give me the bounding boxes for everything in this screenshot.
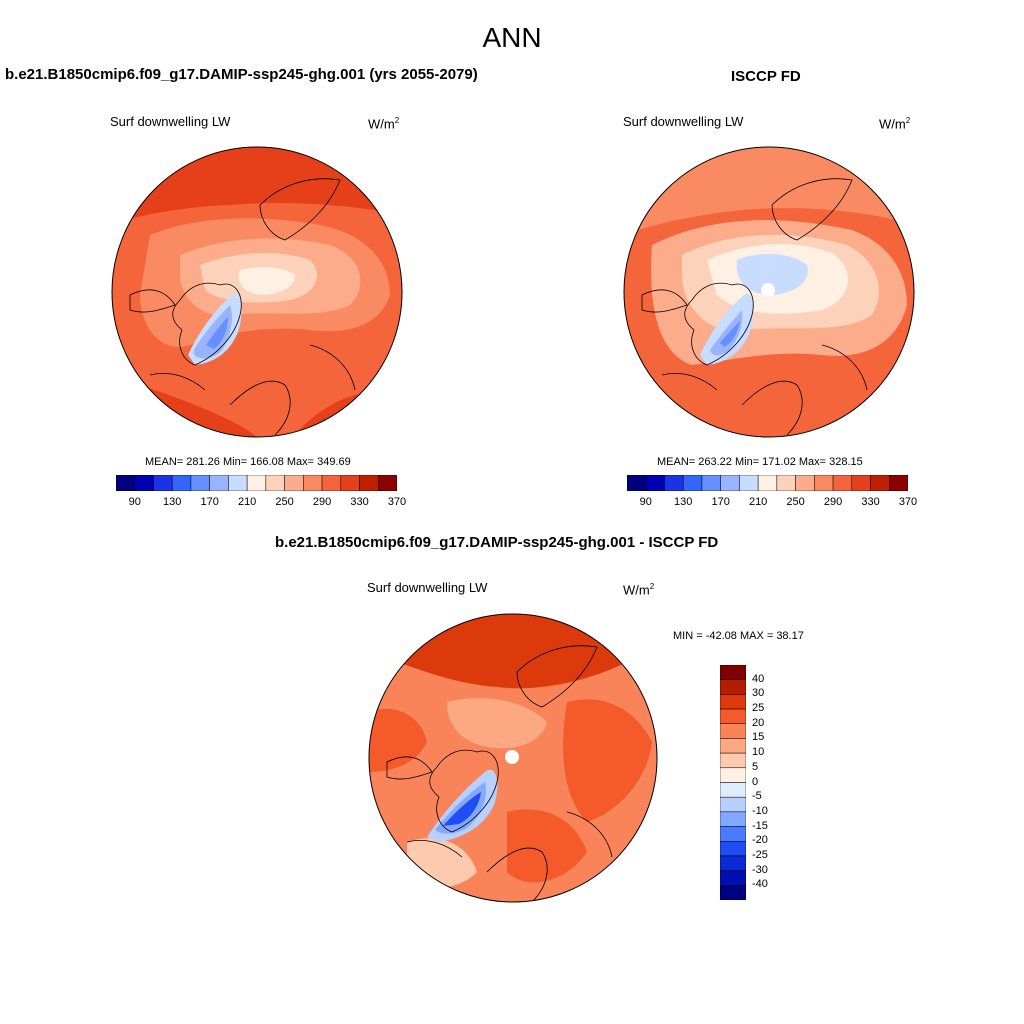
colorbar-swatch	[720, 855, 746, 871]
colorbar-swatch	[720, 782, 746, 798]
colorbar-tick-label: 290	[312, 496, 332, 508]
colorbar-tick-label: 130	[674, 496, 693, 508]
colorbar-swatch	[870, 475, 890, 491]
colorbar-swatch	[228, 475, 248, 491]
colorbar-swatch	[627, 475, 646, 491]
colorbar-swatch	[209, 475, 229, 491]
colorbar-tick-label: -20	[752, 834, 768, 847]
colorbar-tick-label: 0	[752, 775, 759, 788]
colorbar-tick-label: 170	[711, 496, 730, 508]
colorbar-tick-label: 250	[275, 496, 294, 508]
colorbar-swatch	[720, 841, 746, 857]
colorbar-tick-label: -30	[752, 863, 768, 876]
colorbar-swatch	[757, 475, 778, 491]
colorbar-tick-label: 30	[752, 687, 765, 700]
colorbar-tick-label: -40	[752, 878, 768, 891]
colorbar-tick-label: 250	[786, 496, 805, 508]
colorbar-swatch	[682, 475, 703, 491]
colorbar-swatch	[851, 475, 871, 491]
colorbar-tick-label: -15	[752, 819, 768, 832]
colorbar-tick-label: 330	[350, 496, 369, 508]
colorbar-swatch	[832, 475, 853, 491]
colorbar-swatch	[739, 475, 759, 491]
colorbar-swatch	[116, 475, 135, 491]
colorbar-tick-label: -5	[752, 790, 762, 803]
colorbar-swatch	[359, 475, 379, 491]
colorbar-tick-label: 210	[748, 496, 768, 508]
colorbar-tick-label: 25	[752, 702, 765, 715]
colorbar-tick-label: 15	[752, 731, 765, 744]
colorbar-difference	[720, 665, 746, 900]
panel-2-variable: Surf downwelling LW	[623, 114, 744, 129]
map-difference-polar	[368, 613, 658, 903]
colorbar-swatch	[720, 738, 746, 754]
colorbar-swatch	[720, 723, 746, 739]
panel-2-title: ISCCP FD	[731, 68, 801, 85]
colorbar-swatch	[814, 475, 834, 491]
colorbar-tick-label: -25	[752, 848, 768, 861]
colorbar-swatch	[303, 475, 323, 491]
colorbar-tick-label: 10	[752, 746, 765, 759]
panel-3-variable: Surf downwelling LW	[367, 580, 488, 595]
colorbar-swatch	[171, 475, 192, 491]
map-model-polar	[111, 146, 403, 438]
colorbar-tick-label: 370	[898, 496, 918, 508]
map-observations-polar	[623, 146, 915, 438]
colorbar-swatch	[190, 475, 210, 491]
colorbar-swatch	[246, 475, 267, 491]
colorbar-swatch	[720, 826, 746, 842]
colorbar-swatch	[720, 885, 746, 900]
colorbar-swatch	[153, 475, 173, 491]
page-title: ANN	[482, 22, 542, 53]
colorbar-swatch	[720, 870, 746, 886]
colorbar-swatch	[720, 475, 740, 491]
panel-1-title: b.e21.B1850cmip6.f09_g17.DAMIP-ssp245-gh…	[5, 66, 478, 83]
colorbar-tick-label: 20	[752, 716, 765, 729]
panel-3-title: b.e21.B1850cmip6.f09_g17.DAMIP-ssp245-gh…	[275, 534, 719, 551]
panel-1-units: W/m2	[368, 116, 400, 132]
colorbar-swatch	[701, 475, 721, 491]
colorbar-swatch	[378, 475, 397, 491]
colorbar-swatch	[720, 694, 746, 710]
panel-1-variable: Surf downwelling LW	[110, 114, 231, 129]
colorbar-swatch	[889, 475, 908, 491]
colorbar-tick-label: 370	[387, 496, 407, 508]
colorbar-tick-label: 90	[128, 496, 141, 508]
colorbar-swatch	[645, 475, 665, 491]
colorbar-tick-label: 90	[639, 496, 652, 508]
colorbar-swatch	[720, 679, 746, 695]
colorbar-swatch	[776, 475, 796, 491]
colorbar-tick-label: 290	[823, 496, 843, 508]
colorbar-swatch	[284, 475, 304, 491]
colorbar-tick-label: -10	[752, 804, 768, 817]
colorbar-swatch	[720, 708, 746, 724]
panel-2-stats: MEAN= 263.22 Min= 171.02 Max= 328.15	[657, 456, 863, 468]
colorbar-swatch	[664, 475, 684, 491]
colorbar-swatch	[321, 475, 342, 491]
colorbar-model	[116, 475, 397, 491]
colorbar-tick-label: 210	[237, 496, 257, 508]
colorbar-tick-label: 330	[861, 496, 880, 508]
colorbar-tick-label: 40	[752, 672, 765, 685]
colorbar-swatch	[340, 475, 360, 491]
colorbar-tick-label: 5	[752, 760, 759, 773]
colorbar-swatch	[720, 665, 746, 680]
colorbar-tick-label: 170	[200, 496, 219, 508]
panel-3-units: W/m2	[623, 582, 655, 598]
colorbar-observations	[627, 475, 908, 491]
panel-2-units: W/m2	[879, 116, 911, 132]
colorbar-tick-label: 130	[163, 496, 182, 508]
colorbar-swatch	[795, 475, 815, 491]
colorbar-swatch	[265, 475, 285, 491]
colorbar-swatch	[134, 475, 154, 491]
colorbar-swatch	[720, 752, 746, 769]
panel-3-stats: MIN = -42.08 MAX = 38.17	[673, 630, 804, 642]
colorbar-swatch	[720, 811, 746, 827]
colorbar-swatch	[720, 767, 746, 783]
colorbar-swatch	[720, 796, 746, 813]
panel-1-stats: MEAN= 281.26 Min= 166.08 Max= 349.69	[145, 456, 351, 468]
